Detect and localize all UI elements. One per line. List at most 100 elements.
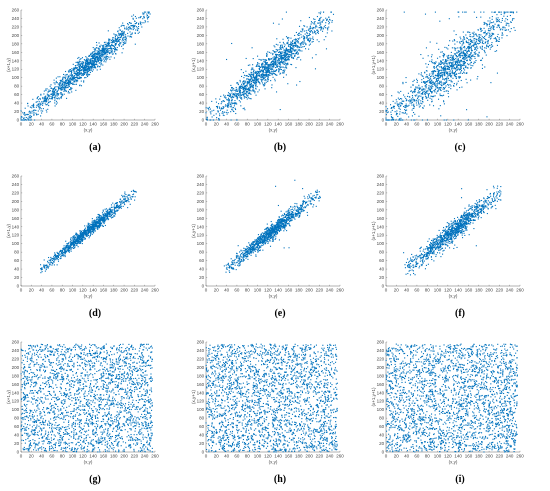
scatter-point (267, 66, 269, 68)
scatter-point (284, 49, 286, 51)
scatter-point (424, 93, 426, 95)
scatter-point (105, 41, 107, 43)
scatter-point (445, 59, 447, 61)
scatter-point (282, 58, 284, 60)
scatter-point (406, 113, 408, 115)
scatter-point (59, 258, 61, 260)
scatter-point (419, 88, 421, 90)
scatter-point (297, 45, 299, 47)
scatter-point (115, 206, 117, 208)
scatter-point (98, 66, 100, 68)
scatter-point (494, 37, 496, 39)
scatter-point (86, 64, 89, 66)
scatter-point (73, 237, 75, 239)
scatter-point (450, 72, 452, 74)
scatter-point (75, 74, 77, 76)
scatter-point (108, 44, 110, 46)
scatter-point (438, 63, 440, 66)
scatter-point (492, 28, 494, 30)
scatter-point (320, 27, 322, 29)
scatter-point (231, 42, 233, 45)
scatter-point (506, 29, 508, 31)
scatter-point (283, 76, 285, 78)
scatter-point (294, 54, 296, 56)
scatter-point (289, 43, 291, 46)
scatter-plot-b: 0 20 40 60 80 100 120 140 160 180 200 220 240 2600204… (191, 8, 344, 133)
scatter-point (281, 46, 284, 48)
scatter-point (143, 11, 146, 13)
scatter-point (431, 86, 433, 88)
scatter-point (87, 62, 89, 64)
scatter-point (270, 52, 272, 54)
x-tick-label: 200 (120, 288, 128, 293)
scatter-point (288, 54, 290, 56)
scatter-point (309, 25, 311, 27)
scatter-point (439, 66, 441, 68)
scatter-point (274, 73, 277, 76)
scatter-point (39, 98, 42, 100)
scatter-point (113, 57, 115, 59)
scatter-point (441, 73, 443, 75)
scatter-point (94, 56, 96, 58)
scatter-point (492, 25, 494, 27)
scatter-point (484, 50, 486, 52)
scatter-point (451, 67, 453, 69)
scatter-point (268, 65, 270, 67)
scatter-point (439, 63, 442, 66)
scatter-point (464, 53, 466, 56)
scatter-point (477, 43, 479, 45)
scatter-point (291, 56, 293, 58)
scatter-point (112, 48, 114, 50)
scatter-point (280, 72, 282, 74)
scatter-point (223, 96, 225, 98)
scatter-point (427, 55, 429, 57)
scatter-point (470, 47, 472, 49)
scatter-point (275, 54, 277, 56)
scatter-point (446, 76, 448, 78)
scatter-point (273, 71, 275, 73)
scatter-point (91, 55, 93, 57)
scatter-point (500, 13, 502, 15)
scatter-point (76, 67, 78, 69)
scatter-point (288, 55, 290, 58)
scatter-point (53, 82, 55, 84)
scatter-point (227, 101, 230, 103)
scatter-point (277, 60, 279, 62)
scatter-point (27, 117, 29, 119)
scatter-point (475, 44, 477, 46)
scatter-point (39, 102, 41, 104)
scatter-point (438, 73, 440, 75)
scatter-point (478, 38, 480, 40)
scatter-point (63, 86, 65, 88)
y-tick-label: 20 (379, 109, 385, 114)
scatter-point (474, 57, 476, 59)
scatter-point (502, 27, 504, 29)
scatter-point (41, 101, 43, 103)
scatter-point (94, 55, 96, 57)
scatter-point (54, 87, 56, 89)
scatter-point (211, 110, 213, 112)
scatter-point (98, 52, 100, 55)
scatter-point (92, 66, 94, 68)
scatter-point (395, 119, 397, 121)
scatter-point (74, 242, 76, 244)
scatter-point (417, 96, 419, 98)
scatter-point (283, 59, 285, 61)
scatter-point (282, 47, 284, 49)
scatter-point (114, 35, 116, 37)
scatter-point (452, 55, 454, 57)
scatter-point (30, 119, 32, 121)
scatter-point (496, 36, 498, 38)
scatter-points (205, 11, 335, 121)
scatter-point (433, 77, 435, 79)
scatter-point (421, 89, 423, 92)
scatter-point (42, 96, 44, 99)
scatter-point (116, 34, 118, 36)
scatter-point (311, 22, 313, 24)
scatter-point (237, 90, 239, 92)
y-tick-label: 180 (12, 41, 20, 46)
scatter-point (252, 89, 254, 91)
y-tick-label: 140 (12, 224, 20, 229)
scatter-point (70, 239, 72, 241)
scatter-point (456, 89, 458, 91)
